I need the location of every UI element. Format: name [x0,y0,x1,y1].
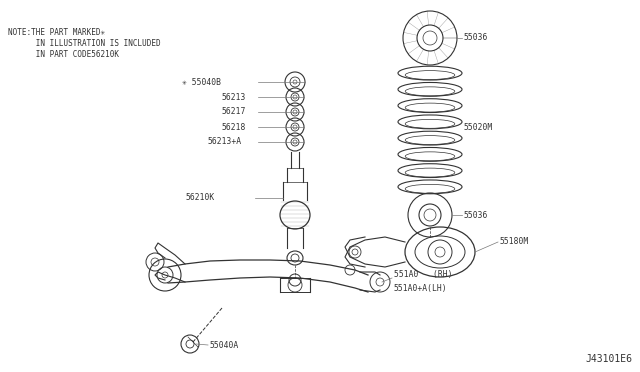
Text: ✳ 55040B: ✳ 55040B [182,77,221,87]
Text: 551A0+A(LH): 551A0+A(LH) [394,283,447,292]
Text: IN PART CODE56210K: IN PART CODE56210K [8,50,119,59]
Text: 56213+A: 56213+A [208,138,242,147]
Text: 55040A: 55040A [210,340,239,350]
Text: J43101E6: J43101E6 [585,354,632,364]
Text: 56210K: 56210K [185,193,214,202]
Text: 56218: 56218 [222,122,246,131]
Text: 551A0   (RH): 551A0 (RH) [394,270,452,279]
Text: 55036: 55036 [464,211,488,219]
Text: 56217: 56217 [222,108,246,116]
Text: 55036: 55036 [464,33,488,42]
Text: 56213: 56213 [222,93,246,102]
Text: NOTE:THE PART MARKED✳: NOTE:THE PART MARKED✳ [8,28,105,37]
Text: 55180M: 55180M [500,237,529,247]
Text: 55020M: 55020M [464,124,493,132]
Text: IN ILLUSTRATION IS INCLUDED: IN ILLUSTRATION IS INCLUDED [8,39,161,48]
